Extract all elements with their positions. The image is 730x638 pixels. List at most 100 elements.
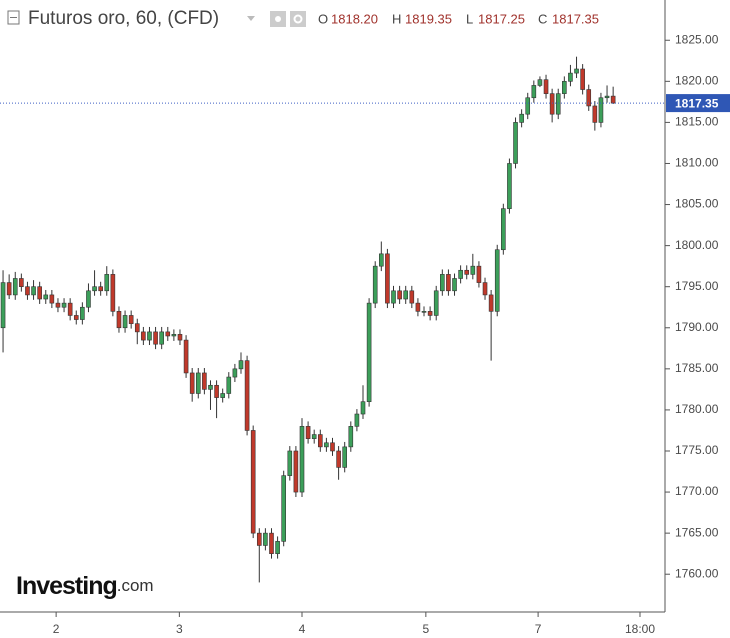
ohlc-value: 1818.20 (331, 11, 378, 26)
watermark-brand: Investing (16, 572, 117, 600)
y-tick-label: 1815.00 (675, 115, 719, 129)
candle-body (574, 68, 579, 74)
ohlc-label: C (538, 11, 547, 26)
y-tick-label: 1805.00 (675, 197, 719, 211)
candle-body (433, 290, 439, 316)
candle-body (299, 426, 305, 493)
candle-body (147, 331, 152, 341)
candle-body (476, 265, 482, 283)
candle-body (86, 290, 91, 308)
candle-body (537, 79, 543, 86)
candle-body (354, 413, 360, 427)
ohlc-label: H (392, 11, 401, 26)
y-tick-label: 1780.00 (675, 402, 719, 416)
x-tick-label: 3 (176, 622, 183, 636)
candle-body (43, 294, 49, 300)
candle-body (598, 97, 604, 123)
candle-body (610, 95, 616, 104)
candle-body (568, 72, 573, 82)
settings-icon[interactable] (290, 11, 306, 27)
candle-body (513, 122, 518, 164)
candle-body (177, 334, 183, 341)
candle-body (122, 315, 128, 329)
candle-body (153, 331, 158, 345)
candle-body (31, 286, 36, 296)
x-tick-label: 4 (299, 622, 306, 636)
y-tick-label: 1820.00 (675, 73, 719, 87)
candle-body (488, 294, 494, 312)
ohlc-value: 1817.25 (478, 11, 525, 26)
y-tick-label: 1825.00 (675, 32, 719, 46)
candle-body (80, 306, 85, 320)
candle-body (73, 315, 79, 320)
candle-body (61, 302, 67, 308)
ohlc: O 1818.20 H 1819.35 L 1817.25 C 1817.35 (318, 11, 599, 26)
candle-body (25, 286, 30, 296)
candle-body (562, 81, 567, 94)
chart-title: Futuros oro, 60, (CFD) (28, 8, 219, 29)
candle-body (366, 302, 372, 403)
candle-body (342, 446, 348, 468)
candle-body (543, 79, 549, 94)
x-tick-label: 7 (535, 622, 542, 636)
candle-body (226, 376, 232, 394)
candle-body (6, 282, 12, 296)
candle-body (128, 315, 134, 324)
candle-body (549, 93, 555, 115)
x-tick-label: 18:00 (625, 622, 655, 636)
candle-body (49, 294, 55, 304)
last-price-label: 1817.35 (675, 96, 719, 110)
candle-body (159, 331, 164, 345)
y-tick-label: 1800.00 (675, 238, 719, 252)
candle-body (379, 253, 384, 267)
candle-body (385, 253, 390, 304)
candle-body (12, 278, 18, 296)
x-tick-label: 5 (423, 622, 430, 636)
candle-body (531, 85, 537, 99)
watermark: Investing.com (16, 572, 154, 600)
candle-body (440, 274, 445, 292)
candle-body (220, 393, 225, 398)
candle-body (372, 265, 378, 304)
eye-icon-pupil (275, 16, 281, 22)
last-price-tag (666, 94, 730, 113)
candle-body (232, 368, 238, 378)
candle-body (214, 384, 219, 398)
candle-body (464, 269, 470, 275)
watermark-suffix: .com (117, 576, 154, 595)
candle-body (494, 249, 500, 312)
candle-body (501, 208, 506, 251)
candle-body (470, 265, 476, 275)
candle-body (360, 401, 366, 415)
x-tick-label: 2 (53, 622, 60, 636)
candle-body (250, 430, 256, 534)
candle-body (421, 311, 427, 313)
dropdown-icon[interactable] (247, 16, 255, 21)
y-tick-label: 1760.00 (675, 566, 719, 580)
candle-body (330, 442, 335, 452)
candle-body (348, 426, 354, 448)
candle-body (55, 302, 61, 308)
candle-body (104, 274, 110, 292)
candle-body (458, 269, 463, 279)
candle-body (427, 311, 433, 316)
candle-body (287, 450, 293, 476)
candle-body (202, 372, 207, 390)
candle-body (189, 372, 195, 394)
candle-body (305, 426, 311, 439)
ohlc-value: 1817.35 (552, 11, 599, 26)
candle-body (403, 290, 409, 300)
candle-body (98, 286, 103, 292)
y-tick-label: 1775.00 (675, 443, 719, 457)
ohlc-value: 1819.35 (405, 11, 452, 26)
candle-body (195, 372, 201, 394)
collapse-icon[interactable] (7, 10, 20, 25)
candle-body (256, 532, 262, 546)
candle-body (452, 278, 457, 292)
candle-body (269, 532, 274, 554)
candle-body (324, 442, 329, 448)
candle-body (37, 286, 42, 300)
candle-body (482, 282, 488, 296)
candle-body (592, 105, 598, 123)
candle-body (110, 274, 116, 312)
